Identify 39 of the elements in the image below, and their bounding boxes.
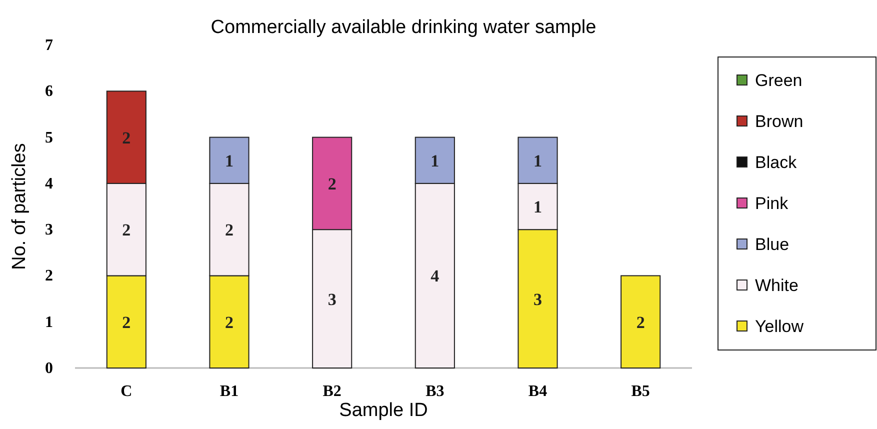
data-label: 2 (122, 312, 131, 332)
data-label: 2 (225, 312, 234, 332)
y-axis-title: No. of particles (9, 143, 30, 270)
y-tick-label: 3 (45, 222, 53, 239)
y-tick-label: 6 (45, 83, 53, 100)
y-tick-label: 2 (45, 268, 53, 285)
data-label: 3 (328, 290, 336, 309)
chart-title: Commercially available drinking water sample (210, 17, 596, 38)
x-tick-label: B4 (528, 383, 548, 400)
y-tick-label: 1 (45, 314, 53, 331)
bar (620, 275, 661, 368)
data-label: 2 (328, 174, 336, 194)
y-tick-label: 4 (45, 175, 53, 192)
data-label: 2 (122, 220, 131, 240)
data-label: 2 (636, 312, 645, 332)
y-tick-label: 0 (45, 360, 53, 377)
legend-label: Yellow (755, 317, 804, 336)
data-label: 2 (122, 128, 131, 148)
y-tick-label: 7 (45, 37, 53, 54)
legend-label: White (755, 276, 798, 295)
y-tick-label: 5 (45, 129, 53, 146)
data-label: 3 (534, 290, 542, 309)
x-tick-label: B5 (631, 383, 650, 400)
x-axis-title: Sample ID (339, 400, 428, 421)
data-label: 1 (534, 198, 542, 216)
data-label: 1 (534, 151, 542, 170)
legend-label: Pink (755, 194, 789, 213)
x-tick-label: B3 (426, 383, 444, 400)
data-label: 4 (430, 266, 440, 286)
x-tick-label: B1 (220, 383, 239, 400)
legend-label: Black (755, 153, 798, 172)
x-tick-label: B2 (322, 383, 342, 400)
data-label: 2 (225, 220, 234, 240)
x-tick-label: C (120, 383, 132, 400)
data-label: 1 (225, 151, 234, 170)
legend-label: Brown (755, 112, 804, 131)
data-label: 1 (430, 151, 440, 170)
legend-label: Blue (755, 235, 790, 254)
legend-label: Green (755, 71, 802, 90)
